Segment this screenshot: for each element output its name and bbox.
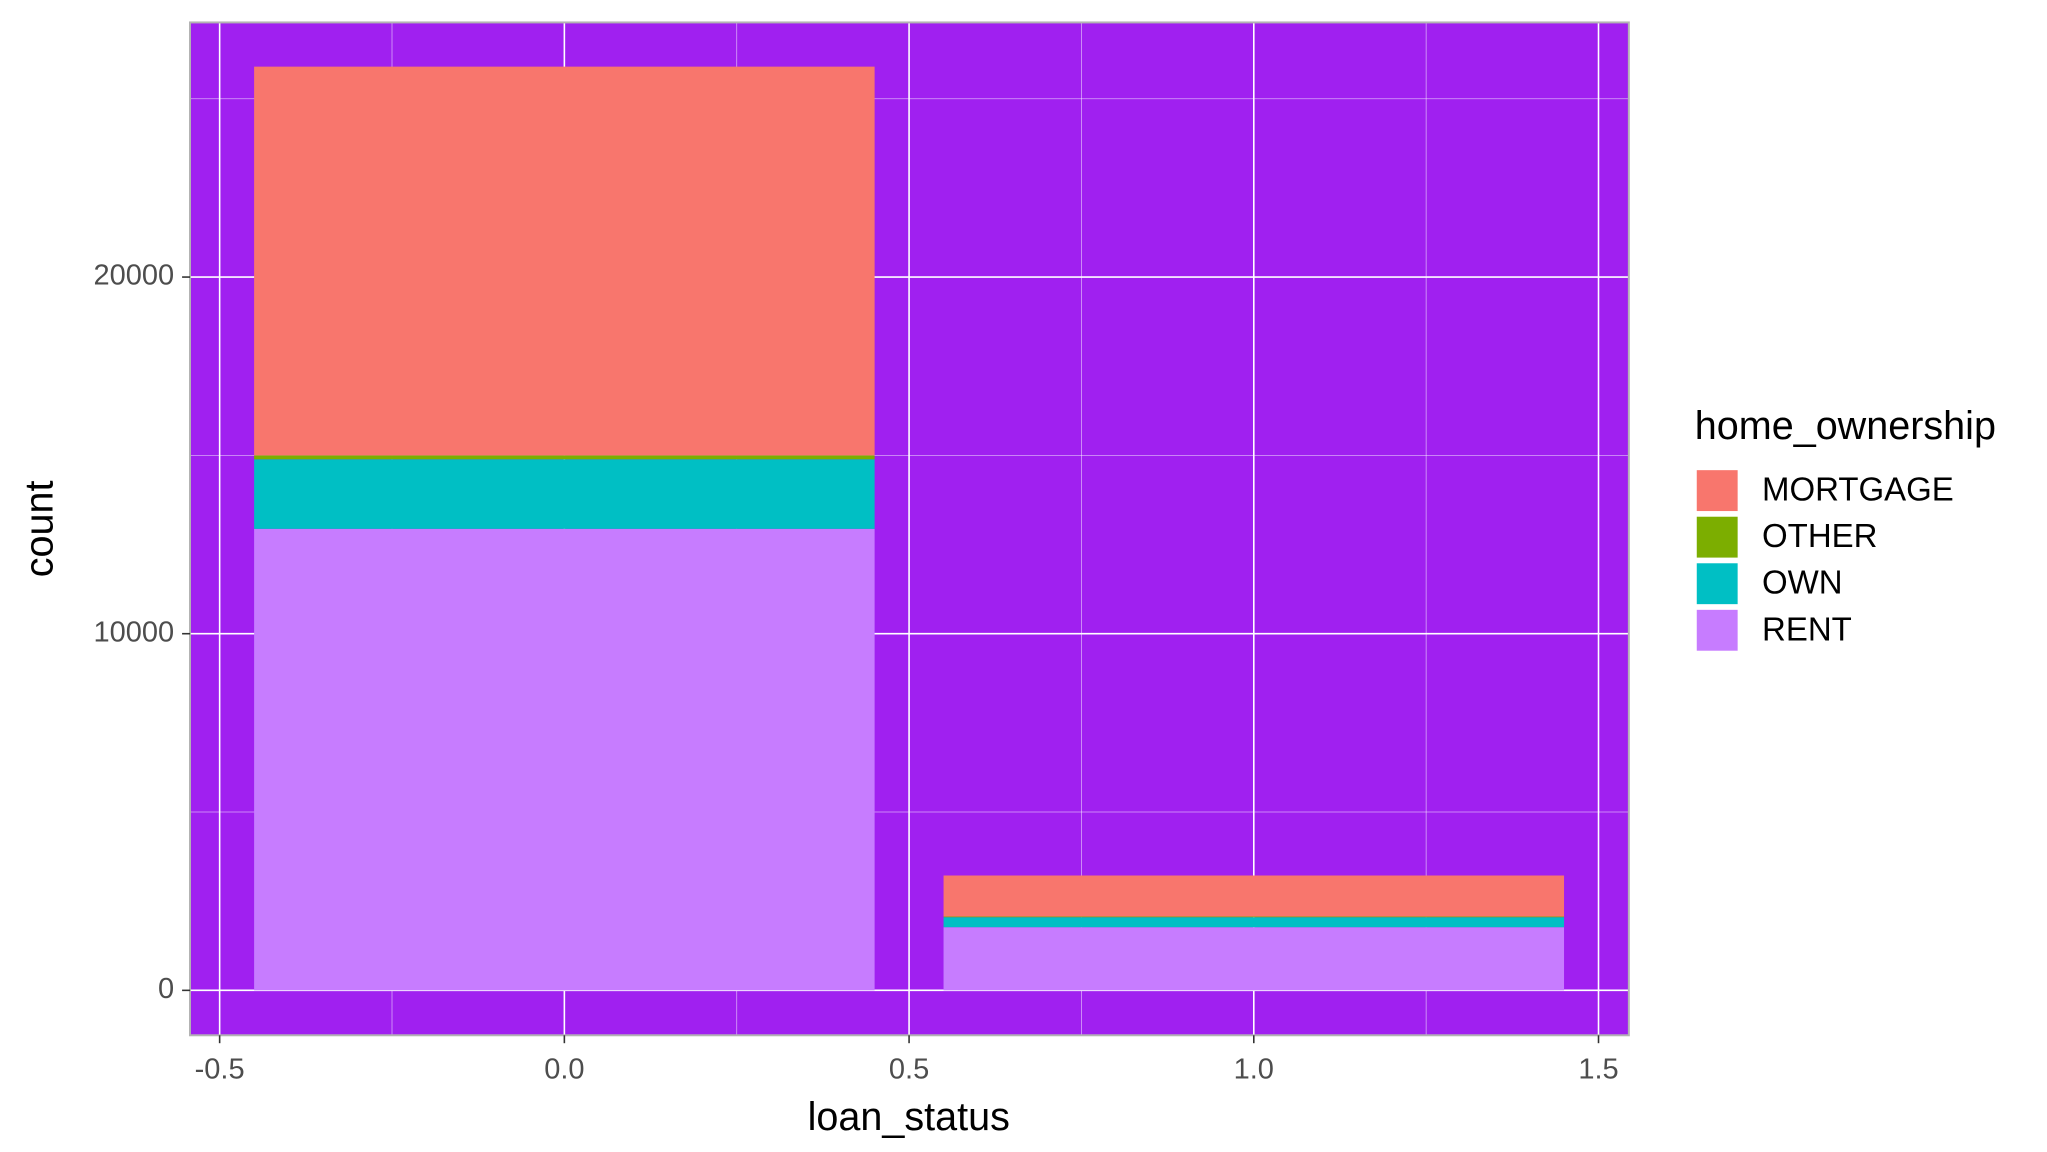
bar-segment	[943, 916, 1565, 918]
x-axis-title: loan_status	[808, 1095, 1010, 1139]
bar-segment	[943, 927, 1565, 991]
x-tick-label: 1.5	[1578, 1054, 1618, 1086]
bar-segment	[943, 875, 1565, 917]
x-tick-label: -0.5	[195, 1054, 245, 1086]
legend-key	[1695, 468, 1739, 513]
x-tick-label: 0.0	[544, 1054, 584, 1086]
y-tick-label: 0	[158, 973, 174, 1005]
bar-segment	[254, 528, 875, 991]
x-tick-label: 0.5	[889, 1054, 929, 1086]
y-tick-label: 10000	[94, 616, 175, 648]
legend-label: RENT	[1762, 610, 1852, 647]
y-axis-title: count	[18, 480, 62, 577]
bar-segment	[254, 66, 875, 456]
x-tick-label: 1.0	[1234, 1054, 1274, 1086]
legend-title: home_ownership	[1695, 404, 1996, 448]
legend-key	[1695, 608, 1739, 653]
bar-segment	[254, 455, 875, 460]
bar-segment	[254, 459, 875, 529]
legend-label: MORTGAGE	[1762, 471, 1954, 508]
legend-label: OTHER	[1762, 517, 1877, 554]
legend-key	[1695, 561, 1739, 606]
y-tick-label: 20000	[94, 260, 175, 292]
legend-label: OWN	[1762, 564, 1843, 601]
bar-segment	[943, 917, 1565, 928]
legend-key	[1695, 515, 1739, 559]
